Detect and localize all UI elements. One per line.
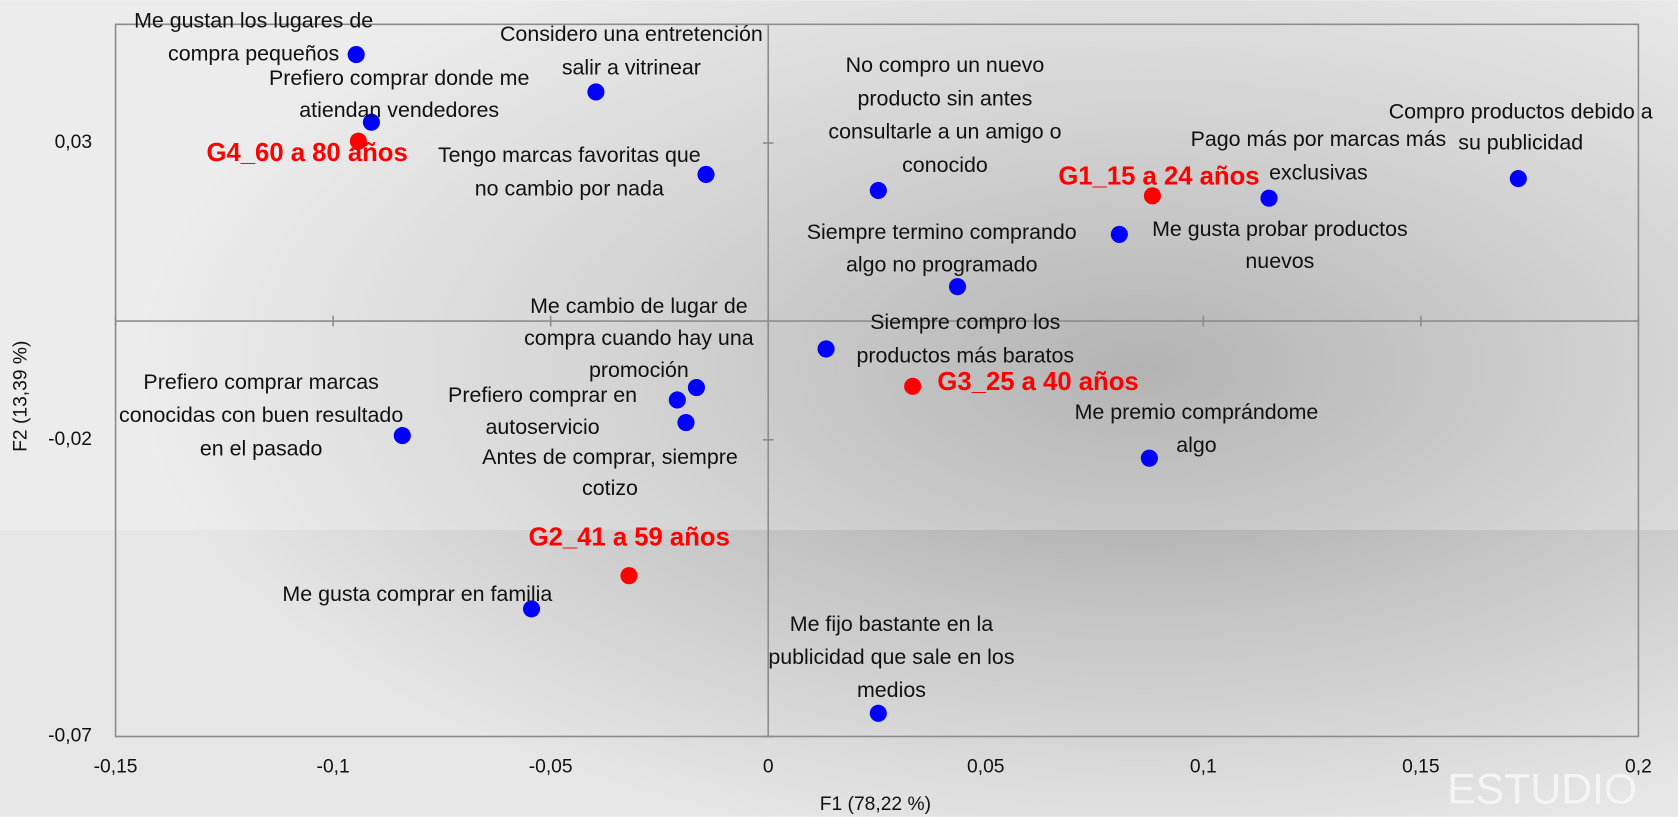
point-label: Siempre termino comprando — [807, 220, 1077, 244]
point-label: algo no programado — [846, 252, 1037, 276]
point-label: Antes de comprar, siempre — [482, 445, 738, 469]
point — [870, 182, 887, 199]
y-tick-label: -0,07 — [48, 726, 92, 747]
point-label: no cambio por nada — [475, 176, 664, 200]
point-label: Considero una entretención — [500, 22, 763, 46]
point — [1260, 190, 1277, 207]
point — [587, 83, 604, 100]
point-label: Compro productos debido a — [1389, 99, 1653, 123]
x-tick-label: 0,05 — [967, 757, 1004, 778]
point-label: G1_15 a 24 años — [1058, 163, 1259, 191]
point-label: G2_41 a 59 años — [529, 523, 730, 551]
point-label: Prefiero comprar marcas — [143, 370, 378, 394]
point-label: Me gustan los lugares de — [134, 8, 373, 32]
y-tick-label: 0,03 — [55, 132, 92, 153]
point — [677, 414, 694, 431]
point-label: productos más baratos — [856, 343, 1074, 367]
point-label: su publicidad — [1458, 130, 1583, 154]
point-label: exclusivas — [1269, 160, 1368, 184]
point-label: Prefiero comprar donde me — [269, 66, 529, 90]
point-label: compra cuando hay una — [524, 326, 754, 350]
point-label: compra pequeños — [168, 41, 339, 65]
x-tick-label: -0,05 — [529, 757, 573, 778]
x-tick-label: 0,1 — [1190, 757, 1217, 778]
point-label: No compro un nuevo — [846, 53, 1045, 77]
point-label: cotizo — [582, 476, 638, 500]
point-label: algo — [1176, 433, 1216, 457]
point-label: en el pasado — [200, 436, 323, 460]
point-label: G3_25 a 40 años — [937, 368, 1138, 396]
point-label: consultarle a un amigo o — [828, 120, 1061, 144]
x-axis-label: F1 (78,22 %) — [820, 794, 931, 815]
point — [870, 705, 887, 722]
point — [949, 278, 966, 295]
chart: ESTUDIO F1 (78,22 %) F2 (13,39 %) -0,15-… — [0, 0, 1678, 817]
y-axis-label: F2 (13,39 %) — [10, 341, 31, 452]
point — [688, 379, 705, 396]
y-tick-label: -0,02 — [48, 429, 92, 450]
x-tick-label: 0,2 — [1625, 757, 1652, 778]
point-label: Me premio comprándome — [1075, 400, 1319, 424]
point-label: Me gusta comprar en familia — [282, 582, 552, 606]
point-label: atiendan vendedores — [299, 98, 499, 122]
point-label: Prefiero comprar en — [448, 383, 637, 407]
x-tick-label: 0 — [763, 757, 774, 778]
point — [669, 391, 686, 408]
point-label: Siempre compro los — [870, 310, 1060, 334]
x-tick-label: -0,1 — [317, 757, 350, 778]
point-label: autoservicio — [485, 415, 599, 439]
point-label: promoción — [589, 358, 689, 382]
point — [620, 567, 637, 584]
point-label: conocido — [902, 153, 988, 177]
point — [818, 340, 835, 357]
point-label: Me fijo bastante en la — [790, 612, 993, 636]
x-tick-label: 0,15 — [1402, 757, 1439, 778]
point-label: Pago más por marcas más — [1191, 127, 1447, 151]
point-label: G4_60 a 80 años — [207, 139, 408, 167]
point — [1141, 450, 1158, 467]
point-label: Tengo marcas favoritas que — [438, 143, 701, 167]
point-label: Me cambio de lugar de — [530, 294, 748, 318]
point — [1111, 226, 1128, 243]
point-label: medios — [857, 678, 926, 702]
point-label: salir a vitrinear — [562, 55, 701, 79]
watermark: ESTUDIO — [1447, 765, 1637, 813]
point-label: publicidad que sale en los — [768, 645, 1014, 669]
point-label: producto sin antes — [858, 86, 1033, 110]
point — [348, 46, 365, 63]
point — [1510, 170, 1527, 187]
point-label: conocidas con buen resultado — [119, 403, 403, 427]
point-label: nuevos — [1245, 249, 1314, 273]
point — [697, 166, 714, 183]
point — [394, 427, 411, 444]
point — [904, 378, 921, 395]
point-label: Me gusta probar productos — [1152, 217, 1408, 241]
x-tick-label: -0,15 — [94, 757, 138, 778]
